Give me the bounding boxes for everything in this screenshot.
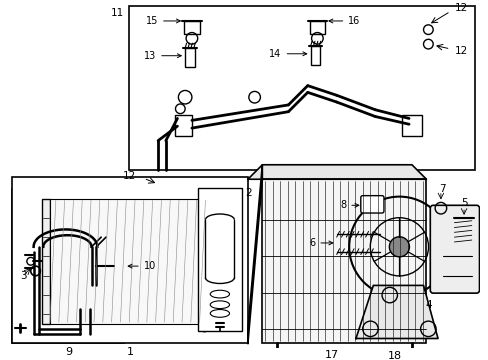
Bar — [310, 46, 320, 66]
Circle shape — [388, 237, 408, 257]
Ellipse shape — [210, 310, 229, 317]
Text: 8: 8 — [340, 200, 358, 210]
Bar — [12, 189, 124, 343]
Text: 1: 1 — [126, 347, 133, 357]
Bar — [199, 199, 209, 324]
Text: 6: 6 — [309, 238, 332, 248]
Text: 7: 7 — [439, 184, 445, 194]
Text: 12: 12 — [122, 171, 136, 181]
Text: 17: 17 — [325, 350, 339, 360]
Bar — [174, 114, 191, 136]
Text: 13: 13 — [143, 51, 181, 61]
Bar — [184, 21, 199, 35]
Text: 5: 5 — [460, 198, 467, 208]
Text: 12: 12 — [453, 3, 467, 13]
Text: 16: 16 — [328, 16, 360, 26]
Ellipse shape — [210, 290, 229, 298]
Text: 4: 4 — [424, 300, 431, 310]
Bar — [129, 5, 474, 170]
Text: 2: 2 — [244, 188, 251, 198]
Text: 9: 9 — [65, 347, 72, 357]
Text: 10: 10 — [128, 261, 156, 271]
Text: 14: 14 — [269, 49, 306, 59]
Bar — [402, 114, 421, 136]
Polygon shape — [247, 165, 262, 343]
Text: 12: 12 — [453, 46, 467, 56]
Text: 15: 15 — [145, 16, 180, 26]
FancyBboxPatch shape — [360, 195, 383, 213]
Polygon shape — [247, 165, 426, 179]
Ellipse shape — [210, 301, 229, 309]
Text: 3: 3 — [20, 271, 26, 281]
Polygon shape — [355, 285, 437, 338]
Bar — [12, 177, 247, 343]
FancyBboxPatch shape — [429, 205, 479, 293]
Text: 18: 18 — [386, 351, 401, 360]
Bar — [197, 188, 242, 331]
Text: 11: 11 — [111, 8, 124, 18]
Bar — [309, 21, 325, 35]
Bar — [50, 199, 199, 324]
Bar — [262, 179, 426, 343]
Bar — [185, 48, 194, 67]
Bar — [42, 199, 50, 324]
